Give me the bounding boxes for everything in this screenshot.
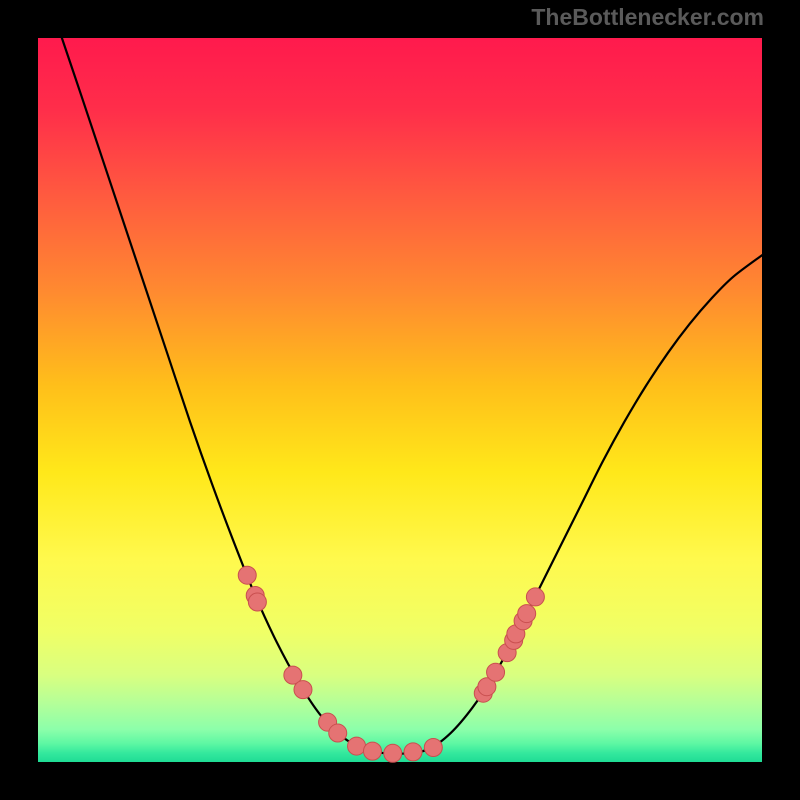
data-marker xyxy=(238,566,256,584)
data-marker xyxy=(384,744,402,762)
watermark-text: TheBottlenecker.com xyxy=(531,4,764,31)
data-marker xyxy=(363,742,381,760)
data-marker xyxy=(294,681,312,699)
chart-frame: TheBottlenecker.com xyxy=(0,0,800,800)
data-marker xyxy=(526,588,544,606)
data-marker xyxy=(248,593,266,611)
chart-svg xyxy=(0,0,800,800)
data-marker xyxy=(424,739,442,757)
data-marker xyxy=(348,737,366,755)
data-marker xyxy=(404,743,422,761)
data-marker xyxy=(329,724,347,742)
plot-background-gradient xyxy=(38,38,762,762)
data-marker xyxy=(487,663,505,681)
data-marker xyxy=(518,605,536,623)
